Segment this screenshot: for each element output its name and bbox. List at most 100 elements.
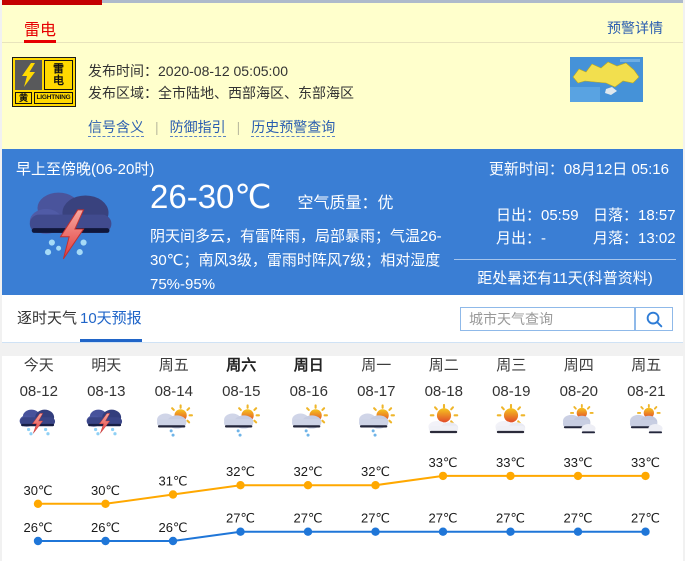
weather-icon — [488, 404, 534, 438]
day-name: 明天 — [91, 357, 122, 374]
svg-text:26℃: 26℃ — [91, 520, 120, 535]
svg-text:30℃: 30℃ — [23, 483, 52, 498]
publish-area-value: 全市陆地、西部海区、东部海区 — [158, 85, 354, 101]
tab-active-underline — [80, 339, 142, 342]
moonset-time: 月落：13:02 — [593, 230, 676, 247]
forecast-day-column[interactable]: 周五 08-14 — [140, 356, 208, 443]
svg-text:33℃: 33℃ — [563, 455, 592, 470]
svg-text:27℃: 27℃ — [293, 511, 322, 526]
ten-day-forecast-section: 今天 08-12 明天 08-13 周五 08-14 周六 08-15 周日 0… — [2, 356, 683, 561]
svg-text:33℃: 33℃ — [428, 455, 457, 470]
weather-icon — [83, 404, 129, 438]
svg-text:27℃: 27℃ — [496, 511, 525, 526]
link-separator: | — [155, 119, 159, 135]
day-name: 周五 — [631, 357, 662, 374]
tab-lightning-label: 雷电 — [24, 22, 57, 39]
day-name: 周六 — [226, 357, 257, 374]
day-name: 周日 — [293, 357, 324, 374]
tab-hourly-weather[interactable]: 逐时天气 — [17, 310, 78, 327]
day-date: 08-12 — [19, 383, 58, 400]
svg-text:27℃: 27℃ — [226, 511, 255, 526]
temperature-row: 26-30℃ 空气质量：优 — [150, 177, 393, 216]
day-name: 周三 — [496, 357, 527, 374]
air-quality: 空气质量：优 — [297, 195, 394, 212]
forecast-period-title: 早上至傍晚(06-20时) — [16, 161, 155, 178]
tab-ten-day-label: 10天预报 — [80, 310, 142, 327]
moonrise-time: 月出：- — [496, 230, 546, 247]
warning-type-en-badge: LIGHTNING — [34, 92, 73, 104]
top-accent-gray-segment — [102, 0, 683, 3]
warning-icon-bottom: 黄 LIGHTNING — [15, 92, 73, 104]
temperature-range: 26-30℃ — [150, 178, 272, 215]
forecast-day-column[interactable]: 明天 08-13 — [73, 356, 141, 443]
warning-level-badge: 黄 — [15, 92, 32, 104]
svg-text:32℃: 32℃ — [293, 464, 322, 479]
sun-moon-times: 日出：05:59 日落：18:57 月出：- 月落：13:02 — [496, 205, 676, 249]
current-conditions-panel: 早上至傍晚(06-20时) 更新时间：08月12日 05:16 26-30℃ 空… — [2, 149, 683, 295]
weather-icon — [218, 404, 264, 438]
svg-text:27℃: 27℃ — [428, 511, 457, 526]
forecast-day-column[interactable]: 周三 08-19 — [478, 356, 546, 443]
forecast-day-column[interactable]: 今天 08-12 — [5, 356, 73, 443]
forecast-day-column[interactable]: 周四 08-20 — [545, 356, 613, 443]
forecast-day-column[interactable]: 周六 08-15 — [208, 356, 276, 443]
alert-links-row: 信号含义 | 防御指引 | 历史预警查询 — [88, 117, 354, 137]
weather-icon — [353, 404, 399, 438]
warning-history-link[interactable]: 历史预警查询 — [251, 119, 336, 137]
day-date: 08-21 — [627, 383, 666, 400]
day-name: 周一 — [361, 357, 392, 374]
warning-icon-top: 雷 电 — [15, 60, 73, 90]
svg-text:27℃: 27℃ — [631, 511, 660, 526]
forecast-day-columns: 今天 08-12 明天 08-13 周五 08-14 周六 08-15 周日 0… — [5, 356, 680, 443]
svg-text:33℃: 33℃ — [631, 455, 660, 470]
sunrise-time: 日出：05:59 — [496, 207, 579, 224]
update-time: 更新时间：08月12日 05:16 — [488, 161, 669, 178]
weather-icon — [286, 404, 332, 438]
forecast-day-column[interactable]: 周二 08-18 — [410, 356, 478, 443]
forecast-tabs-row: 逐时天气 10天预报 — [2, 295, 683, 343]
panel-divider — [454, 259, 676, 260]
lightning-bolt-icon — [15, 60, 42, 90]
city-weather-search-input[interactable] — [460, 307, 635, 331]
sunset-time: 日落：18:57 — [593, 207, 676, 224]
search-button[interactable] — [635, 307, 673, 331]
forecast-day-column[interactable]: 周五 08-21 — [613, 356, 681, 443]
solar-term-countdown[interactable]: 距处暑还有11天(科普资料) — [477, 270, 653, 287]
current-weather-thunderstorm-icon — [18, 183, 128, 284]
temperature-line-chart: 30℃ 30℃ 31℃ 32℃ 32℃ 32℃ 33℃ 33℃ 33℃ 33℃ 26℃ 26℃ 26℃ 2… — [23, 455, 660, 546]
defense-guide-link[interactable]: 防御指引 — [169, 119, 226, 137]
day-date: 08-14 — [154, 383, 193, 400]
link-separator: | — [236, 119, 241, 135]
day-date: 08-18 — [424, 383, 463, 400]
day-date: 08-17 — [357, 383, 396, 400]
search-icon — [646, 311, 662, 327]
tab-lightning-warning[interactable]: 雷电 — [24, 16, 57, 43]
tab-active-underline — [24, 40, 57, 43]
publish-area-label: 发布区域： — [88, 85, 158, 101]
alert-panel-body: 雷 电 黄 LIGHTNING 发布时间：2020-08-12 05:05:00… — [2, 43, 683, 148]
signal-meaning-link[interactable]: 信号含义 — [88, 119, 144, 137]
svg-text:26℃: 26℃ — [23, 520, 52, 535]
alert-info-block: 发布时间：2020-08-12 05:05:00 发布区域：全市陆地、西部海区、… — [88, 60, 354, 137]
svg-text:32℃: 32℃ — [361, 464, 390, 479]
svg-text:30℃: 30℃ — [91, 483, 120, 498]
forecast-day-column[interactable]: 周一 08-17 — [343, 356, 411, 443]
weather-icon — [623, 404, 669, 438]
forecast-day-column[interactable]: 周日 08-16 — [275, 356, 343, 443]
day-date: 08-19 — [492, 383, 531, 400]
top-accent-bar — [2, 0, 683, 5]
lightning-alert-panel: 雷电 预警详情 雷 电 黄 LIGHTNING — [2, 5, 683, 149]
svg-text:33℃: 33℃ — [496, 455, 525, 470]
svg-text:32℃: 32℃ — [226, 464, 255, 479]
tab-ten-day-forecast[interactable]: 10天预报 — [80, 295, 142, 342]
district-warning-map-image[interactable] — [570, 57, 643, 102]
svg-text:27℃: 27℃ — [563, 511, 592, 526]
day-name: 周二 — [428, 357, 459, 374]
day-date: 08-15 — [222, 383, 261, 400]
weather-icon — [151, 404, 197, 438]
svg-text:31℃: 31℃ — [158, 474, 187, 489]
day-name: 今天 — [23, 357, 54, 374]
day-date: 08-13 — [87, 383, 126, 400]
warning-detail-link[interactable]: 预警详情 — [607, 20, 663, 36]
